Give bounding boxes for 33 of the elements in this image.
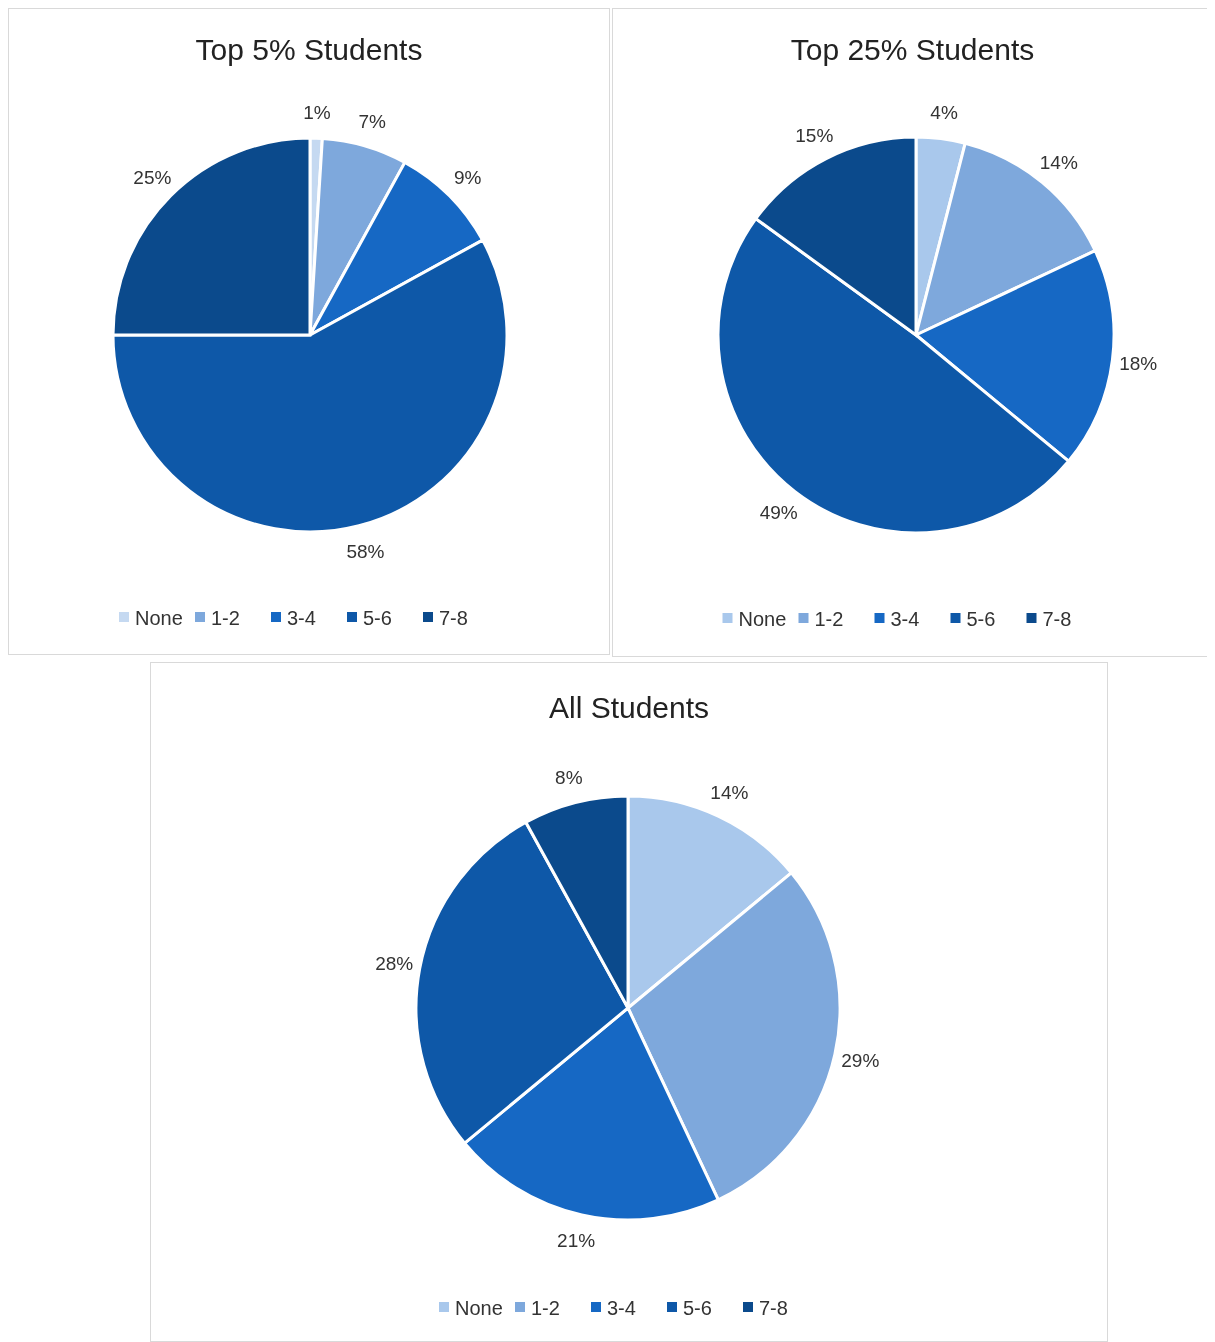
legend-label: 5-6 <box>363 607 392 629</box>
chart-title: All Students <box>548 691 710 724</box>
data-label: 9% <box>453 166 482 188</box>
data-label: 8% <box>555 767 583 789</box>
data-label: 21% <box>557 1229 596 1251</box>
legend-label: 7-8 <box>759 1297 788 1319</box>
data-label: 7% <box>358 110 387 132</box>
data-label: 15% <box>795 125 834 147</box>
data-label: 29% <box>841 1049 880 1071</box>
legend-label: 1-2 <box>531 1297 560 1319</box>
legend-label: 7-8 <box>1042 608 1072 630</box>
legend-label: None <box>135 607 183 629</box>
data-label: 18% <box>1119 352 1158 374</box>
legend-label: 1-2 <box>814 608 844 630</box>
chart-title: Top 25% Students <box>790 33 1035 66</box>
legend-label: 7-8 <box>439 607 468 629</box>
data-label: 4% <box>930 102 958 124</box>
legend-label: None <box>455 1297 503 1319</box>
chart-title: Top 5% Students <box>195 33 423 66</box>
legend-label: 1-2 <box>211 607 240 629</box>
legend-label: 3-4 <box>607 1297 636 1319</box>
data-label: 1% <box>303 101 331 123</box>
data-label: 28% <box>375 953 414 975</box>
data-label: 14% <box>710 782 749 804</box>
legend-label: None <box>738 608 787 630</box>
data-label: 14% <box>1039 152 1078 174</box>
data-label: 58% <box>346 540 385 562</box>
data-label: 25% <box>133 166 172 188</box>
legend-label: 5-6 <box>683 1297 712 1319</box>
legend-label: 3-4 <box>287 607 316 629</box>
legend-label: 5-6 <box>966 608 996 630</box>
data-label: 49% <box>759 501 798 523</box>
legend-label: 3-4 <box>890 608 920 630</box>
